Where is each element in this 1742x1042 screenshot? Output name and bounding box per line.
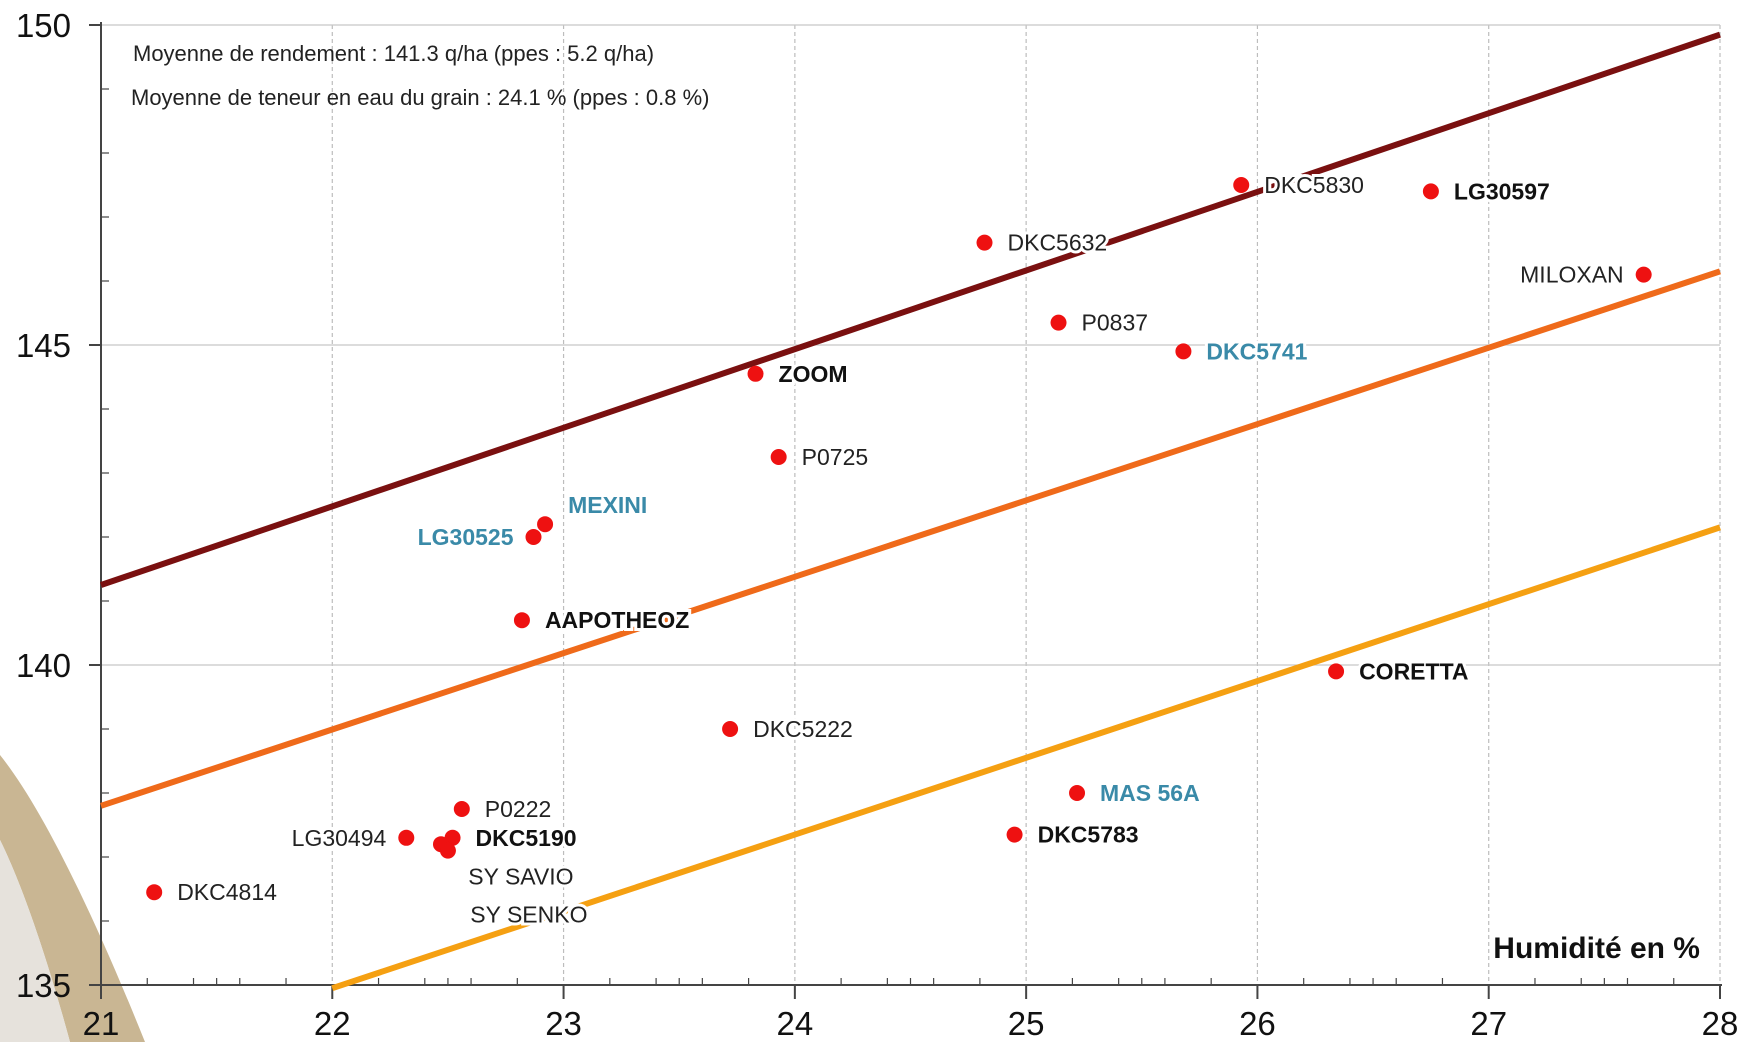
point-label: LG30525 (418, 524, 514, 550)
x-tick-label: 26 (1239, 1005, 1276, 1042)
point-label: DKC5222 (753, 716, 853, 742)
point-label: SY SENKO (470, 902, 587, 928)
data-point (398, 829, 415, 846)
y-tick-label: 150 (16, 7, 71, 44)
point-label: DKC5190 (476, 825, 577, 851)
annotation-moisture: Moyenne de teneur en eau du grain : 24.1… (131, 85, 710, 110)
data-point (1233, 177, 1250, 193)
point-label: MEXINI (568, 492, 647, 518)
y-tick-label: 135 (16, 967, 71, 1004)
point-label: DKC5741 (1206, 338, 1307, 364)
data-point (1069, 785, 1086, 801)
data-point (439, 842, 456, 859)
trend-line (100, 31, 1721, 588)
data-point (747, 365, 764, 382)
trend-lines (100, 31, 1721, 992)
y-tick-label: 145 (16, 327, 71, 364)
point-label: DKC5783 (1038, 822, 1139, 848)
trend-line (331, 524, 1721, 992)
point-label: DKC4814 (177, 879, 277, 905)
data-point (976, 234, 993, 251)
data-point (770, 449, 787, 465)
data-point (453, 801, 470, 817)
data-point (525, 529, 542, 545)
point-label: LG30494 (292, 825, 387, 851)
annotation-yield: Moyenne de rendement : 141.3 q/ha (ppes … (133, 41, 654, 66)
background-swoosh-light (0, 840, 70, 1042)
point-label: DKC5830 (1264, 172, 1364, 198)
x-tick-label: 21 (83, 1005, 120, 1042)
point-label: AAPOTHEOZ (545, 607, 689, 633)
data-points (146, 177, 1652, 901)
point-label: SY SAVIO (468, 864, 573, 890)
x-tick-label: 27 (1470, 1005, 1507, 1042)
point-label: ZOOM (779, 361, 848, 387)
point-label: MILOXAN (1520, 262, 1624, 288)
point-label: MAS 56A (1100, 780, 1200, 806)
x-tick-label: 28 (1702, 1005, 1739, 1042)
data-point (1050, 314, 1067, 331)
point-label: CORETTA (1359, 658, 1468, 684)
background-swoosh (0, 755, 145, 1042)
x-tick-label: 25 (1008, 1005, 1045, 1042)
point-label: P0222 (485, 796, 552, 822)
tick-labels: 21 22 23 24 25 26 27 28 135 140 145 150 (16, 7, 1738, 1042)
point-label: P0837 (1082, 310, 1149, 336)
data-point (513, 612, 530, 629)
data-point (722, 721, 739, 737)
x-tick-label: 23 (545, 1005, 582, 1042)
data-point (1006, 826, 1023, 843)
point-label: LG30597 (1454, 178, 1550, 204)
x-tick-label: 24 (776, 1005, 813, 1042)
data-point (146, 884, 163, 901)
data-point (1175, 343, 1192, 360)
point-label: DKC5632 (1008, 230, 1108, 256)
point-label: P0725 (802, 444, 869, 470)
data-point (1422, 183, 1439, 200)
x-tick-label: 22 (314, 1005, 351, 1042)
data-point (1635, 266, 1652, 283)
data-point (537, 516, 554, 533)
axes (89, 22, 1722, 999)
y-tick-label: 140 (16, 647, 71, 684)
grid (101, 24, 1721, 985)
point-labels: DKC5830 LG30597 DKC5632 MILOXAN P0837 DKC5741… (174, 169, 1626, 931)
x-axis-label: Humidité en % (1493, 932, 1700, 965)
trend-line (100, 268, 1721, 809)
data-point (1328, 663, 1345, 680)
